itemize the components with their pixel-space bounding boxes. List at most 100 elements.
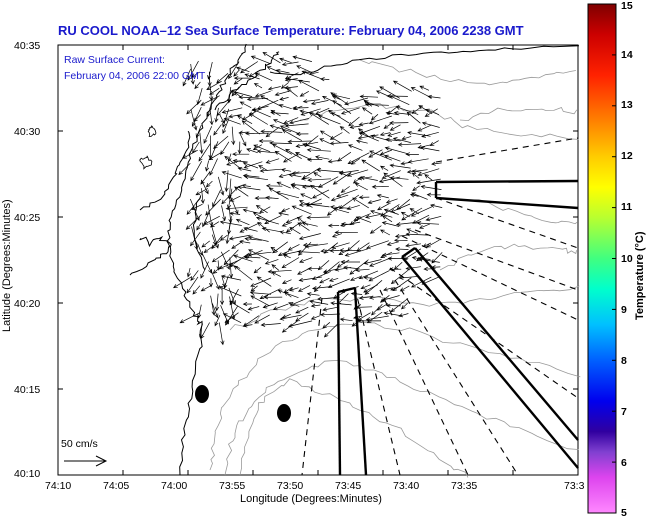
traffic-lane xyxy=(401,247,416,258)
current-vector xyxy=(319,77,330,82)
current-vector xyxy=(320,312,341,317)
current-vector xyxy=(327,159,339,164)
current-vector xyxy=(307,266,319,271)
current-vector xyxy=(313,172,322,178)
current-vector xyxy=(296,65,313,73)
current-vector xyxy=(337,151,352,162)
current-vector xyxy=(198,143,211,162)
x-tick-label: 74:10 xyxy=(45,480,72,492)
current-vector xyxy=(417,168,440,177)
current-vector xyxy=(370,114,379,121)
current-vector xyxy=(244,131,270,136)
current-vector xyxy=(301,221,318,227)
current-vector xyxy=(381,221,400,227)
lane-boundary xyxy=(379,289,469,476)
y-tick-label: 40:15 xyxy=(14,384,41,396)
current-vector xyxy=(302,99,320,104)
x-tick-label: 73:35 xyxy=(451,480,478,492)
current-vector xyxy=(210,295,216,316)
current-vector xyxy=(289,117,310,125)
depth-contour xyxy=(359,59,576,86)
current-vector xyxy=(353,213,371,221)
current-vector xyxy=(277,250,290,257)
current-vector xyxy=(288,287,299,292)
current-vector xyxy=(278,211,289,216)
current-vector xyxy=(202,212,210,228)
colorbar-tick: 7 xyxy=(621,406,627,418)
current-vector xyxy=(224,312,239,323)
current-vector xyxy=(355,216,372,223)
current-vector xyxy=(418,257,440,263)
current-vector xyxy=(297,285,311,292)
current-vector xyxy=(288,320,313,328)
x-tick-label: 73:45 xyxy=(335,480,362,492)
lane-boundary xyxy=(435,197,579,249)
current-vector xyxy=(286,87,298,97)
current-vector xyxy=(257,221,270,233)
current-vector xyxy=(262,302,278,309)
traffic-lane xyxy=(353,287,368,476)
current-vector xyxy=(201,179,209,195)
current-vector xyxy=(353,315,363,320)
current-vector xyxy=(306,157,323,162)
current-vector xyxy=(197,304,202,319)
current-vector xyxy=(233,265,253,281)
current-vector xyxy=(426,239,440,248)
current-vector xyxy=(358,195,370,200)
current-vector xyxy=(410,276,432,288)
depth-contour xyxy=(459,106,578,122)
current-vector xyxy=(401,207,423,221)
current-vector xyxy=(339,317,353,322)
current-vector xyxy=(270,110,289,115)
current-vector xyxy=(209,158,218,176)
current-vector xyxy=(209,107,214,126)
current-vector xyxy=(356,305,373,310)
current-vector xyxy=(261,226,281,233)
current-vector xyxy=(290,182,311,187)
current-vector xyxy=(299,90,309,97)
current-vector xyxy=(310,315,321,320)
current-vector xyxy=(411,172,420,179)
current-vector xyxy=(219,114,225,124)
current-vector xyxy=(197,243,203,256)
current-vector xyxy=(309,299,329,305)
current-vector xyxy=(422,242,432,248)
current-vector xyxy=(390,268,410,285)
current-vector xyxy=(255,216,279,225)
current-vector xyxy=(383,287,393,292)
current-vector xyxy=(383,172,403,187)
current-vector xyxy=(348,116,360,127)
current-vector xyxy=(255,205,268,214)
current-vector xyxy=(221,205,227,222)
current-vector xyxy=(248,249,270,261)
current-vector xyxy=(244,73,260,80)
current-vector xyxy=(231,241,243,249)
current-vector xyxy=(401,303,408,310)
current-vector xyxy=(227,87,232,104)
current-vector xyxy=(359,94,379,99)
current-vector xyxy=(200,322,210,340)
current-vector xyxy=(271,264,280,271)
current-vector xyxy=(338,194,360,210)
current-vector xyxy=(369,295,381,300)
current-vector xyxy=(220,274,242,281)
current-vector xyxy=(200,95,220,106)
current-vector xyxy=(224,155,242,170)
current-vector xyxy=(244,236,262,241)
x-tick-label: 74:05 xyxy=(103,480,130,492)
current-vector xyxy=(219,220,242,226)
current-vector xyxy=(410,206,433,217)
current-vector xyxy=(219,234,228,241)
current-vector xyxy=(355,139,368,144)
current-vector xyxy=(381,252,400,257)
current-vector xyxy=(416,178,441,185)
current-vector xyxy=(306,147,331,153)
current-vector xyxy=(271,143,293,155)
current-vector xyxy=(190,109,198,131)
x-axis-label: Longitude (Degrees:Minutes) xyxy=(240,493,382,505)
y-tick-label: 40:20 xyxy=(14,298,41,310)
current-vector xyxy=(340,107,360,115)
current-vector xyxy=(228,234,251,241)
traffic-lane xyxy=(435,196,579,210)
current-vector xyxy=(311,286,333,291)
